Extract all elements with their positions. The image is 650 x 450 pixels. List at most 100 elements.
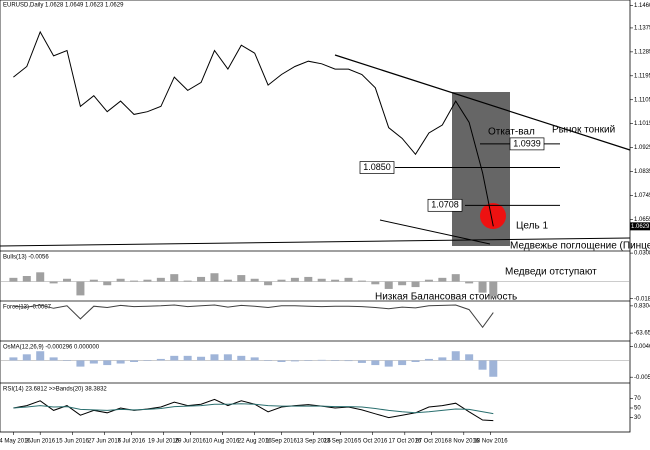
bar [344, 360, 353, 362]
y-tick-label: 30 [634, 415, 641, 421]
x-tick-label: 13 Sep 2016 [297, 439, 332, 445]
x-tick-label: 15 Jun 2016 [56, 439, 90, 445]
trend-line [379, 219, 491, 245]
x-tick-label: 22 Aug 2016 [238, 439, 272, 445]
bar [237, 275, 246, 282]
price-line [13, 304, 494, 329]
panel-title: Force(13) -0.0087 [3, 305, 52, 311]
bar [156, 277, 165, 282]
bar [489, 281, 498, 297]
bar [424, 279, 433, 282]
bar [398, 281, 407, 286]
y-tick-label: 1.0835 [634, 169, 650, 175]
bar [210, 354, 219, 361]
x-tick-label: 17 Oct 2016 [388, 439, 421, 445]
bar [76, 281, 85, 296]
bar [223, 279, 232, 282]
bar [465, 354, 474, 361]
x-tick-label: 27 Oct 2016 [415, 439, 448, 445]
panel-title: RSI(14) 23.6812 >>Bands(20) 38.3832 [3, 387, 107, 393]
x-tick-label: 27 Jun 2016 [88, 439, 122, 445]
bar [116, 278, 125, 282]
y-tick-label: 1.1105 [634, 97, 650, 103]
x-tick-label: 5 Oct 2016 [358, 439, 388, 445]
bar [22, 354, 31, 361]
price-line [13, 403, 494, 415]
x-tick-label: 1 Sep 2016 [266, 439, 297, 445]
bar [197, 276, 206, 282]
level-label: 1.0850 [363, 162, 391, 172]
trend-line [0, 237, 631, 247]
level-box [359, 161, 395, 174]
y-tick-label: 1.1195 [634, 73, 650, 79]
x-tick-label: 3 Jun 2016 [25, 439, 55, 445]
bar [250, 278, 259, 282]
bar [438, 277, 447, 282]
annotation: Отбитое наступление [510, 193, 612, 205]
bar [438, 357, 447, 361]
level-box [427, 198, 463, 212]
bar [9, 277, 18, 282]
annotation: Рынок тонкий [552, 125, 615, 136]
bar [331, 360, 340, 361]
level-label: 1.0708 [431, 200, 459, 210]
bar [22, 276, 31, 282]
y-tick-label: 70 [634, 396, 641, 402]
bar [424, 358, 433, 361]
bar [411, 281, 420, 288]
x-tick-label: 18 Nov 2016 [474, 439, 509, 445]
bar [9, 357, 18, 361]
bar [357, 360, 366, 363]
y-tick-label: 1.1375 [634, 26, 650, 32]
bar [197, 356, 206, 361]
bar [89, 360, 98, 364]
bar [210, 273, 219, 282]
last-price-label: 1.0629 [631, 224, 650, 230]
price-line [13, 30, 494, 227]
bar [451, 351, 460, 361]
bar [63, 360, 72, 361]
bar [371, 281, 380, 285]
bar [89, 279, 98, 282]
x-tick-label: 29 Jul 2016 [175, 439, 207, 445]
bar [304, 360, 313, 361]
bar [264, 281, 273, 286]
bar [384, 281, 393, 289]
bar [49, 357, 58, 361]
panel-title: Bulls(13) -0.0056 [3, 255, 49, 261]
y-tick-label: 1.0925 [634, 145, 650, 151]
bar [304, 276, 313, 282]
bar [130, 280, 139, 282]
x-tick-label: 8 Nov 2016 [448, 439, 479, 445]
last-price-box [630, 222, 650, 231]
target-marker [480, 203, 506, 229]
annotation: Низкая Балансовая стоимость [375, 292, 517, 303]
bar [357, 280, 366, 282]
bar [143, 279, 152, 282]
bar [384, 360, 393, 367]
bar [478, 360, 487, 370]
bar [103, 281, 112, 286]
bar [116, 360, 125, 364]
y-tick-label: 0.0046 [634, 344, 650, 350]
level-label: 1.0939 [513, 138, 541, 148]
y-tick-label: 1.1015 [634, 121, 650, 127]
x-tick-label: 23 Sep 2016 [323, 439, 358, 445]
bar [317, 359, 326, 361]
bar [264, 360, 273, 361]
bar [170, 274, 179, 282]
y-tick-label: -0.00544 [634, 375, 650, 381]
bar [183, 355, 192, 361]
bar [478, 281, 487, 293]
panel-title: EURUSD,Daily 1.0628 1.0649 1.0623 1.0629 [3, 3, 124, 9]
y-tick-label: 50 [634, 406, 641, 412]
y-tick-label: 1.0655 [634, 217, 650, 223]
annotation: Цель 1 [516, 221, 548, 232]
bar [103, 360, 112, 366]
bar [277, 360, 286, 362]
bar [183, 280, 192, 282]
bar [223, 354, 232, 361]
panel-title: OsMA(12,26,9) -0.000296 0.000000 [3, 345, 100, 351]
bar [130, 360, 139, 362]
